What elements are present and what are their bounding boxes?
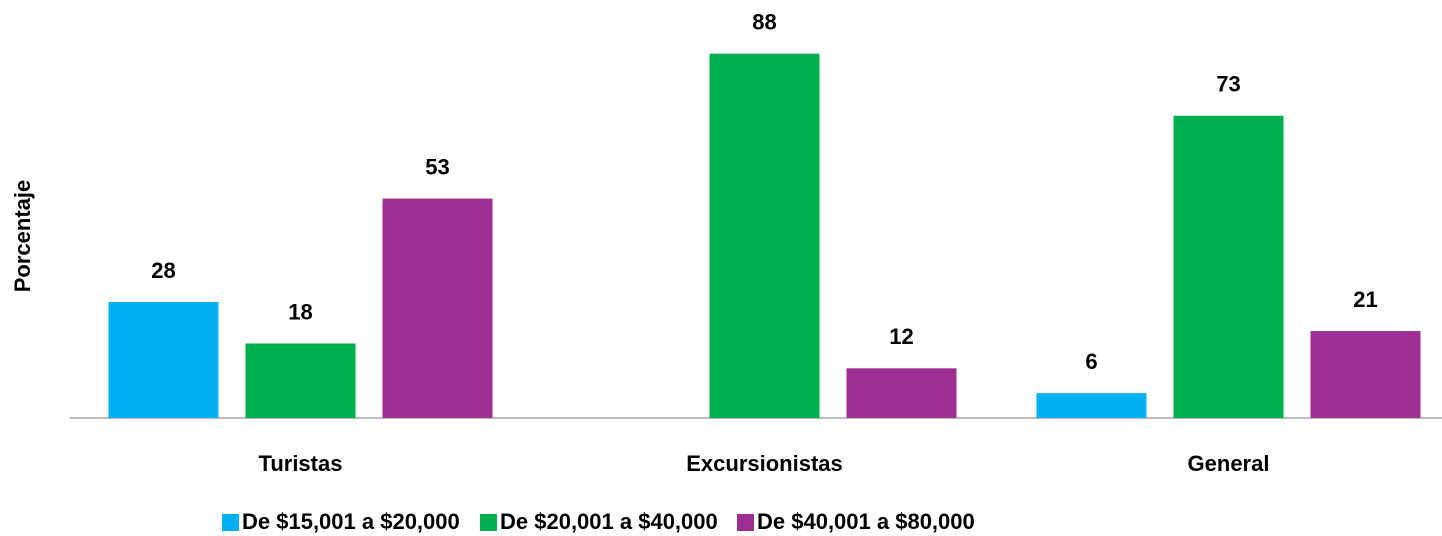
x-tick-label: Turistas [259, 451, 343, 476]
value-label: 73 [1216, 72, 1240, 97]
bar [108, 302, 219, 418]
value-label: 28 [151, 258, 175, 283]
legend-label: De $15,001 a $20,000 [242, 509, 460, 534]
bar [709, 53, 820, 419]
value-label: 88 [752, 9, 776, 34]
legend-swatch [480, 514, 497, 531]
legend-label: De $40,001 a $80,000 [757, 509, 975, 534]
value-label: 21 [1353, 287, 1377, 312]
legend-swatch [222, 514, 239, 531]
bar [382, 198, 493, 418]
value-label: 6 [1085, 349, 1097, 374]
bar [1310, 331, 1421, 418]
bar [1173, 115, 1284, 418]
value-label: 53 [425, 154, 449, 179]
value-label: 18 [288, 299, 312, 324]
y-axis-label: Porcentaje [10, 180, 35, 293]
legend-swatch [737, 514, 754, 531]
x-tick-label: Excursionistas [686, 451, 843, 476]
bar [1036, 393, 1147, 418]
bar [245, 343, 356, 418]
legend-label: De $20,001 a $40,000 [500, 509, 718, 534]
bar [846, 368, 957, 418]
value-label: 12 [889, 324, 913, 349]
x-tick-label: General [1188, 451, 1270, 476]
